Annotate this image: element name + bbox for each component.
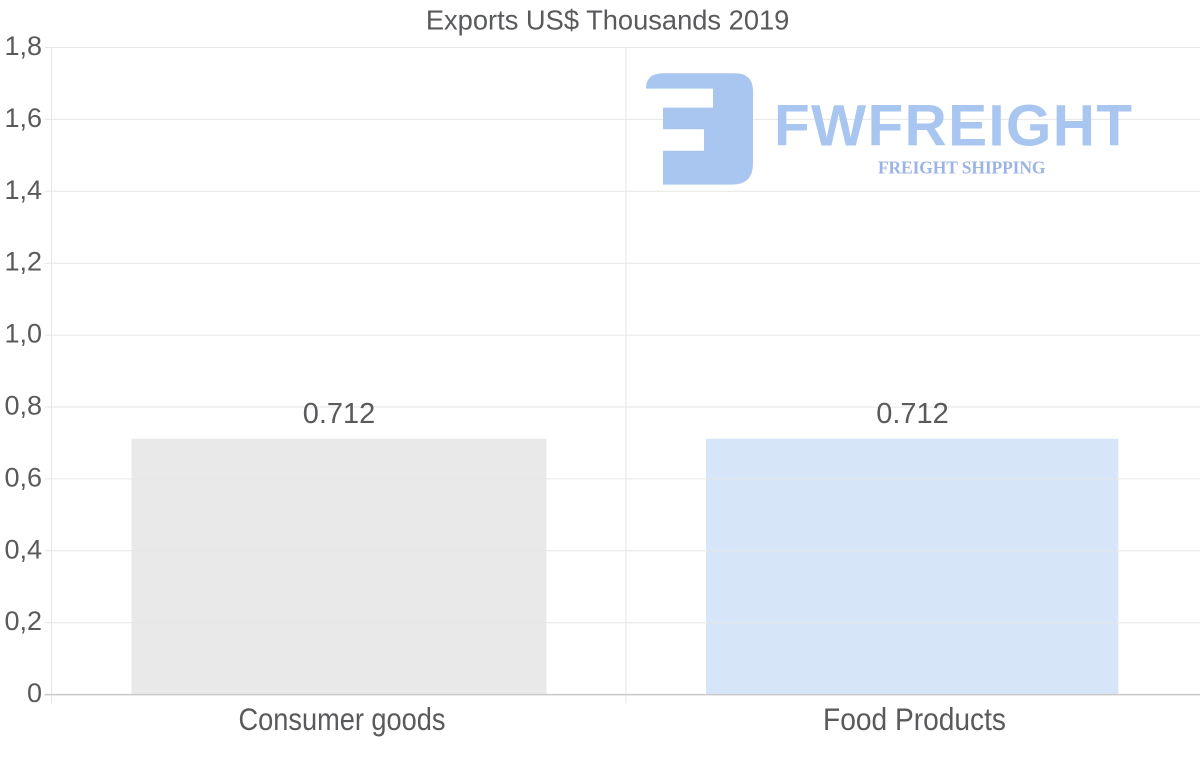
svg-text:0,2: 0,2: [4, 606, 42, 636]
svg-text:1,0: 1,0: [4, 319, 42, 349]
svg-text:FREIGHT SHIPPING: FREIGHT SHIPPING: [878, 158, 1046, 178]
svg-text:1,8: 1,8: [4, 31, 42, 61]
svg-text:Exports US$ Thousands 2019: Exports US$ Thousands 2019: [426, 5, 790, 36]
svg-text:0.712: 0.712: [876, 398, 949, 430]
svg-text:1,6: 1,6: [4, 103, 42, 133]
svg-text:FWFREIGHT: FWFREIGHT: [774, 94, 1132, 159]
svg-text:0,8: 0,8: [4, 391, 42, 421]
svg-text:1,4: 1,4: [4, 175, 42, 205]
svg-text:Consumer goods: Consumer goods: [239, 701, 446, 737]
svg-text:1,2: 1,2: [4, 247, 42, 277]
svg-text:0: 0: [27, 678, 42, 708]
svg-text:0,4: 0,4: [4, 534, 42, 564]
svg-text:0.712: 0.712: [303, 398, 376, 430]
svg-text:Food Products: Food Products: [823, 701, 1006, 737]
svg-text:0,6: 0,6: [4, 462, 42, 492]
